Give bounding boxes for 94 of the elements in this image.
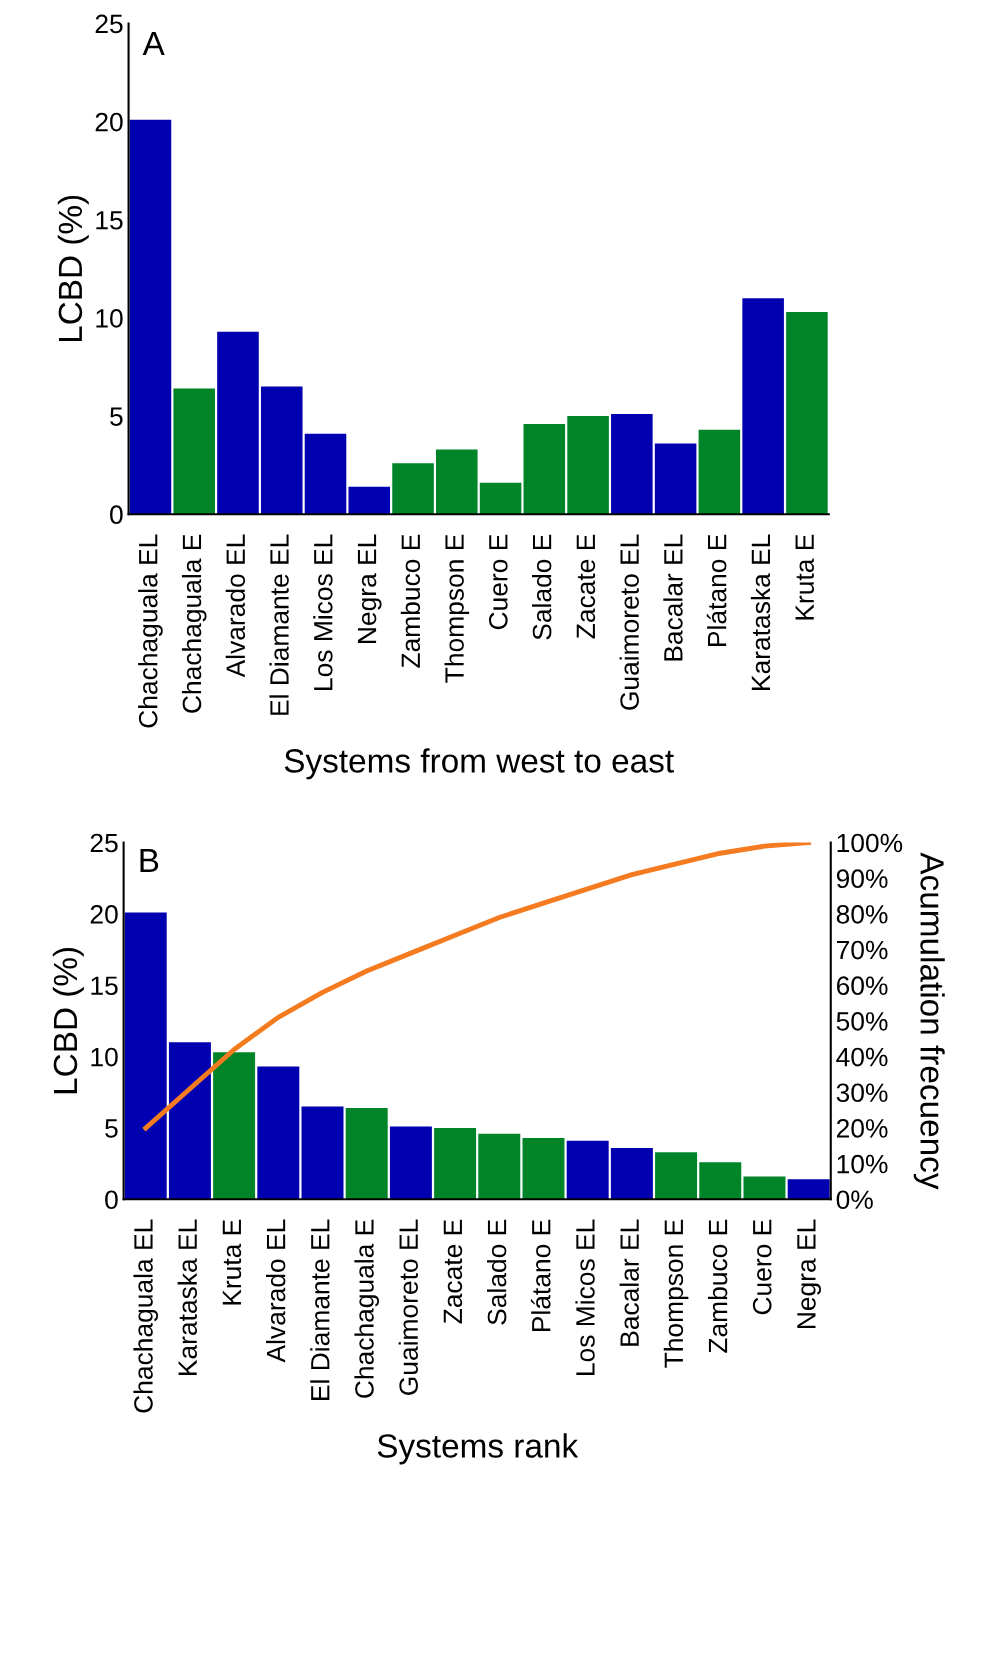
- x-tick-label: Alvarado EL: [225, 534, 246, 678]
- bar: [479, 482, 522, 515]
- x-tick-label: Plátano E: [706, 534, 727, 646]
- y-axis-title: LCBD (%): [52, 947, 84, 1094]
- x-tick-label: Bacalar EL: [619, 1219, 639, 1346]
- x-tick-label: Zambuco E: [707, 1219, 728, 1353]
- x-tick-label: Zambuco E: [400, 534, 421, 668]
- bar: [522, 1137, 565, 1200]
- x-tick-label: El Diamante EL: [269, 534, 289, 715]
- y-tick-label: 25: [95, 14, 123, 34]
- x-tick-label: Los Micos EL: [575, 1219, 595, 1375]
- x-tick-label: Cuero E: [752, 1219, 772, 1315]
- x-axis-title: Systems rank: [377, 1433, 579, 1465]
- y-axis-title: LCBD (%): [57, 195, 89, 342]
- y2-tick-label: 30%: [836, 1083, 888, 1103]
- x-tick-label: Chachaguala E: [354, 1219, 379, 1398]
- bar: [743, 1176, 786, 1200]
- bar: [698, 429, 741, 515]
- y2-tick-label: 100%: [837, 833, 903, 853]
- x-tick-label: Guaimoreto EL: [398, 1219, 418, 1395]
- bar: [260, 386, 303, 515]
- y-tick-label: 20: [90, 905, 118, 924]
- bar: [173, 388, 215, 515]
- bar: [436, 449, 478, 515]
- bar: [168, 1042, 211, 1200]
- x-tick-label: Karataska EL: [750, 534, 771, 690]
- y-tick-label: 15: [96, 211, 123, 230]
- x-axis-title: Systems from west to east: [284, 748, 674, 780]
- x-tick-label: Negra EL: [797, 1219, 821, 1329]
- bar: [392, 463, 434, 515]
- x-tick-label: Los Micos EL: [313, 534, 333, 690]
- x-tick-label: El Diamante EL: [310, 1219, 330, 1400]
- x-tick-label: Zacate E: [443, 1219, 463, 1324]
- bar: [257, 1066, 300, 1200]
- y-tick-label: 10: [96, 309, 123, 328]
- bar: [348, 486, 391, 515]
- bar: [301, 1106, 344, 1200]
- y2-tick-label: 10%: [837, 1154, 888, 1174]
- y-tick-label: 5: [110, 407, 123, 426]
- bar: [523, 423, 566, 515]
- bar: [654, 443, 697, 515]
- bar: [124, 912, 167, 1200]
- x-tick-label: Cuero E: [488, 534, 508, 630]
- y2-tick-label: 0%: [836, 1190, 873, 1210]
- bar: [389, 1126, 432, 1200]
- bar: [655, 1152, 698, 1200]
- x-tick-label: Thompson E: [663, 1219, 689, 1368]
- y-tick-label: 25: [90, 833, 118, 853]
- bar: [345, 1107, 388, 1200]
- y2-tick-label: 90%: [836, 869, 888, 889]
- y2-tick-label: 60%: [836, 976, 888, 996]
- annotation: A: [142, 32, 165, 55]
- bar: [217, 331, 259, 515]
- bar: [699, 1162, 742, 1200]
- y-tick-label: 0: [105, 1190, 118, 1210]
- x-tick-label: Chachaguala E: [181, 534, 207, 713]
- y2-tick-label: 20%: [836, 1119, 888, 1138]
- x-tick-label: Chachaguala EL: [133, 1219, 159, 1413]
- bar: [304, 433, 347, 515]
- y2-tick-label: 50%: [836, 1012, 888, 1031]
- x-tick-label: Kruta E: [222, 1219, 242, 1305]
- x-tick-label: Thompson E: [444, 534, 470, 683]
- bar: [787, 1179, 830, 1200]
- x-tick-label: Guaimoreto EL: [619, 534, 639, 710]
- y-tick-label: 5: [105, 1119, 118, 1138]
- x-tick-label: Salado E: [532, 534, 552, 640]
- x-tick-label: Negra EL: [357, 534, 382, 643]
- y2-tick-label: 80%: [836, 905, 888, 924]
- x-tick-label: Kruta E: [795, 534, 814, 620]
- x-tick-label: Plátano E: [530, 1219, 551, 1332]
- bar: [478, 1133, 521, 1200]
- x-tick-label: Bacalar EL: [663, 534, 683, 661]
- bar: [742, 298, 784, 515]
- annotation: B: [140, 849, 159, 873]
- x-tick-label: Zacate E: [576, 534, 596, 639]
- bar: [566, 1140, 609, 1200]
- y2-tick-label: 70%: [836, 940, 888, 960]
- bar: [786, 312, 828, 515]
- x-tick-label: Alvarado EL: [266, 1219, 286, 1363]
- bar: [434, 1127, 477, 1200]
- bar: [567, 416, 609, 515]
- x-tick-label: Salado E: [486, 1219, 507, 1325]
- x-tick-label: Chachaguala EL: [138, 534, 163, 728]
- bar: [611, 414, 653, 515]
- y2-tick-label: 40%: [836, 1047, 888, 1067]
- y-tick-label: 15: [91, 976, 118, 996]
- y2-axis-title: Acumulation frecuency: [913, 852, 945, 1190]
- bar: [213, 1052, 256, 1200]
- bar: [610, 1147, 653, 1200]
- bar: [129, 119, 172, 515]
- y-tick-label: 10: [91, 1047, 118, 1067]
- x-tick-label: Karataska EL: [177, 1219, 197, 1375]
- y-tick-label: 0: [110, 505, 123, 525]
- y-tick-label: 20: [95, 112, 123, 132]
